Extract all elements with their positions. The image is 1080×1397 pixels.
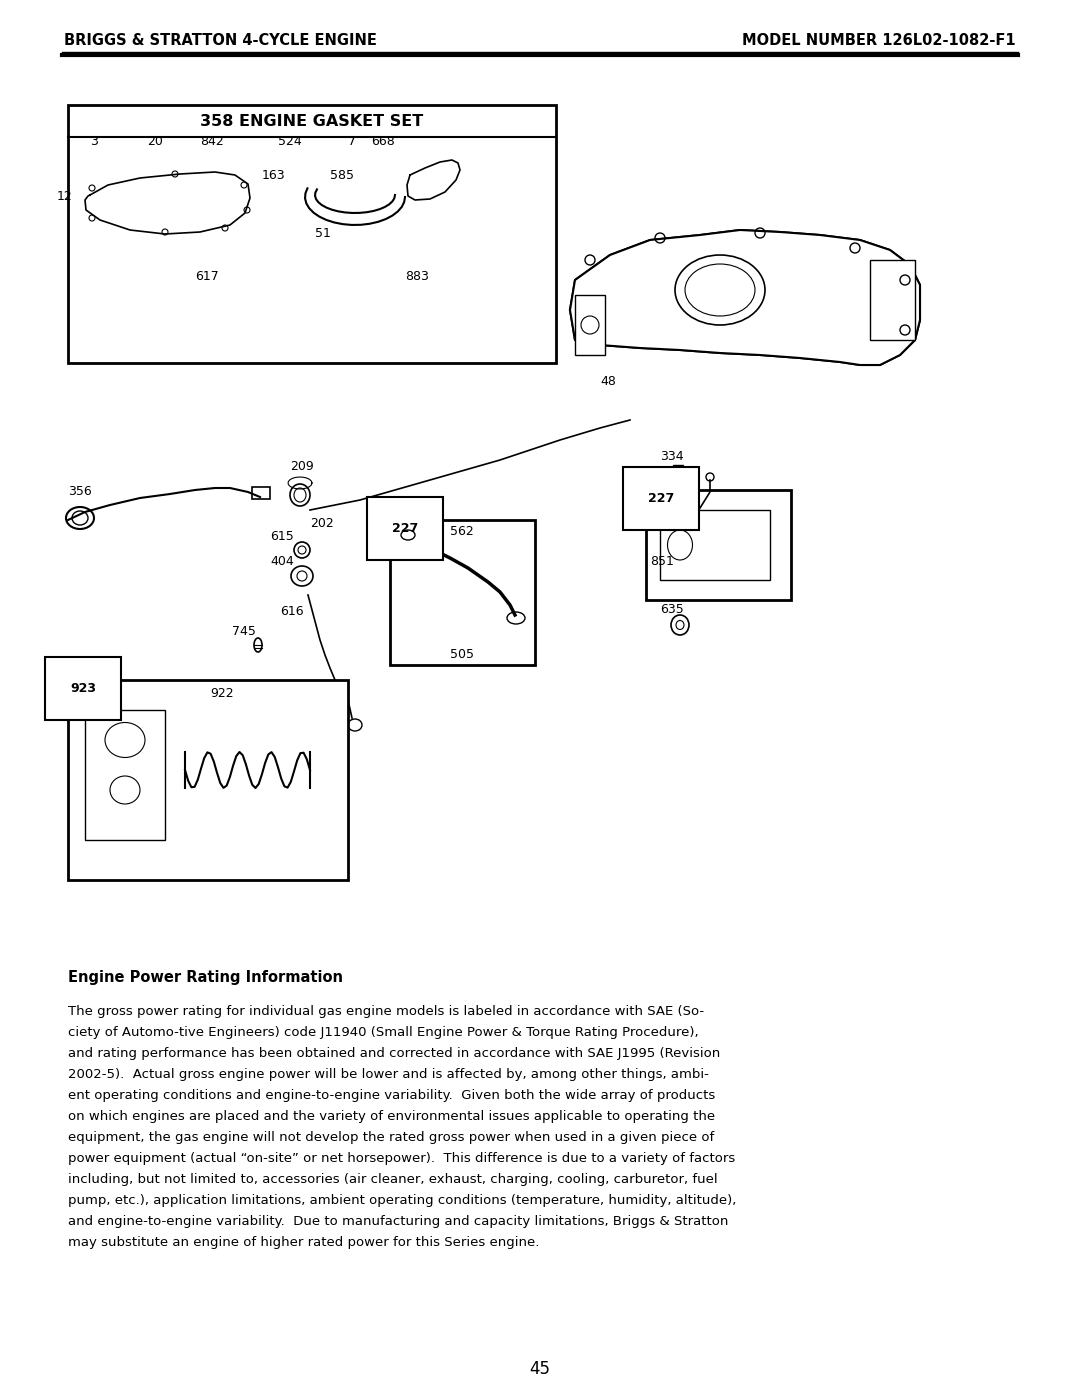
Text: MODEL NUMBER 126L02-1082-F1: MODEL NUMBER 126L02-1082-F1 <box>742 34 1016 47</box>
Text: 163: 163 <box>262 169 285 182</box>
Text: 404: 404 <box>270 555 294 569</box>
Text: 227: 227 <box>392 522 418 535</box>
Text: 356: 356 <box>68 485 92 497</box>
Text: 209: 209 <box>291 460 314 474</box>
Text: ciety of Automo-tive Engineers) code J11940 (Small Engine Power & Torque Rating : ciety of Automo-tive Engineers) code J11… <box>68 1025 699 1039</box>
Bar <box>68 105 556 363</box>
Bar <box>390 520 535 665</box>
Text: BRIGGS & STRATTON 4-CYCLE ENGINE: BRIGGS & STRATTON 4-CYCLE ENGINE <box>64 34 377 47</box>
Text: 505: 505 <box>450 648 474 661</box>
Text: 923: 923 <box>70 682 96 694</box>
Text: 227: 227 <box>648 492 674 504</box>
Text: 51: 51 <box>315 226 330 240</box>
Text: 524: 524 <box>278 136 301 148</box>
Text: 358 ENGINE GASKET SET: 358 ENGINE GASKET SET <box>201 113 423 129</box>
Text: 562: 562 <box>450 525 474 538</box>
Text: including, but not limited to, accessories (air cleaner, exhaust, charging, cool: including, but not limited to, accessori… <box>68 1173 717 1186</box>
Text: 617: 617 <box>195 270 219 284</box>
Text: 45: 45 <box>529 1361 551 1377</box>
Bar <box>673 465 683 485</box>
Text: 621: 621 <box>87 687 111 700</box>
Text: 615: 615 <box>270 529 294 543</box>
Text: 842: 842 <box>200 136 224 148</box>
Bar <box>660 510 770 580</box>
Bar <box>68 680 348 880</box>
Text: 334: 334 <box>660 450 684 462</box>
Text: Engine Power Rating Information: Engine Power Rating Information <box>68 970 343 985</box>
Bar <box>252 488 270 499</box>
Text: pump, etc.), application limitations, ambient operating conditions (temperature,: pump, etc.), application limitations, am… <box>68 1194 737 1207</box>
Text: 745: 745 <box>232 624 256 638</box>
Text: equipment, the gas engine will not develop the rated gross power when used in a : equipment, the gas engine will not devel… <box>68 1132 714 1144</box>
Text: on which engines are placed and the variety of environmental issues applicable t: on which engines are placed and the vari… <box>68 1111 715 1123</box>
Text: and engine-to-engine variability.  Due to manufacturing and capacity limitations: and engine-to-engine variability. Due to… <box>68 1215 728 1228</box>
Text: 7: 7 <box>348 136 356 148</box>
Text: 851: 851 <box>650 555 674 569</box>
Text: 922: 922 <box>210 687 233 700</box>
Text: 20: 20 <box>147 136 163 148</box>
Text: ent operating conditions and engine-to-engine variability.  Given both the wide : ent operating conditions and engine-to-e… <box>68 1090 715 1102</box>
Text: 616: 616 <box>280 605 303 617</box>
Text: 585: 585 <box>330 169 354 182</box>
Text: 635: 635 <box>660 604 684 616</box>
Text: 883: 883 <box>405 270 429 284</box>
Text: 12: 12 <box>56 190 72 203</box>
Bar <box>575 295 605 355</box>
Text: may substitute an engine of higher rated power for this Series engine.: may substitute an engine of higher rated… <box>68 1236 539 1249</box>
Bar <box>646 490 791 599</box>
Text: The gross power rating for individual gas engine models is labeled in accordance: The gross power rating for individual ga… <box>68 1004 704 1018</box>
Text: power equipment (actual “on-site” or net horsepower).  This difference is due to: power equipment (actual “on-site” or net… <box>68 1153 735 1165</box>
Polygon shape <box>570 231 920 365</box>
Text: and rating performance has been obtained and corrected in accordance with SAE J1: and rating performance has been obtained… <box>68 1046 720 1060</box>
Text: 668: 668 <box>372 136 395 148</box>
Bar <box>870 260 915 339</box>
Text: 3: 3 <box>90 136 98 148</box>
Bar <box>85 710 165 840</box>
Text: 202: 202 <box>310 517 334 529</box>
Text: 48: 48 <box>600 374 616 388</box>
Text: 2002-5).  Actual gross engine power will be lower and is affected by, among othe: 2002-5). Actual gross engine power will … <box>68 1067 708 1081</box>
